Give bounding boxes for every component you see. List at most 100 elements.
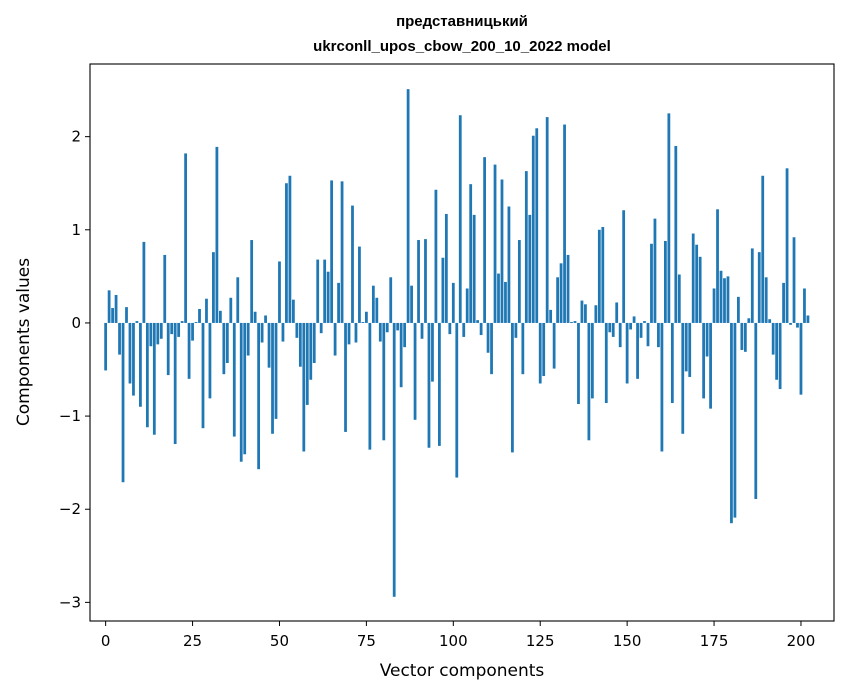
bar <box>653 218 657 323</box>
bar <box>594 305 598 323</box>
bar <box>716 209 719 323</box>
bar <box>417 240 420 323</box>
bar <box>191 322 194 341</box>
bar <box>180 321 184 323</box>
bar <box>469 184 473 323</box>
bar <box>281 322 285 342</box>
bar <box>451 282 455 323</box>
bar <box>267 322 271 368</box>
bar <box>128 322 132 384</box>
bar <box>215 146 219 323</box>
bar <box>740 322 744 350</box>
bar <box>660 322 664 452</box>
bar <box>538 322 542 384</box>
bar <box>201 322 205 429</box>
bar <box>785 168 789 323</box>
bar <box>302 322 306 452</box>
y-axis-ticks: −3 −2 −1 0 1 2 <box>59 128 90 611</box>
bar <box>135 321 139 323</box>
bar <box>455 322 459 478</box>
bar <box>702 322 706 399</box>
bar <box>601 227 605 323</box>
bar <box>764 277 768 323</box>
bar <box>639 322 643 338</box>
bar <box>406 89 410 323</box>
bar <box>629 322 633 330</box>
bar <box>465 288 469 323</box>
bar <box>559 263 563 323</box>
bar <box>312 322 316 363</box>
bar <box>149 322 153 347</box>
bar <box>368 322 372 450</box>
bar <box>309 322 313 380</box>
chart-title-line-1: представницький <box>396 13 528 30</box>
bar <box>208 322 212 399</box>
bar <box>337 282 340 323</box>
bar <box>132 322 135 396</box>
bar <box>351 205 354 323</box>
bar <box>142 241 146 323</box>
bar <box>198 308 201 323</box>
bar <box>264 315 267 323</box>
bar <box>517 240 521 323</box>
bar <box>438 322 441 446</box>
bar <box>615 302 619 323</box>
bar <box>413 322 417 420</box>
bar <box>365 311 368 323</box>
bar <box>434 189 438 323</box>
bar <box>326 271 330 323</box>
bar <box>705 322 709 357</box>
bar <box>205 298 208 323</box>
bar <box>737 296 740 323</box>
bar <box>298 322 302 367</box>
bar <box>608 322 612 333</box>
bar <box>385 322 389 333</box>
bar <box>253 311 257 323</box>
bar <box>709 322 712 409</box>
bar <box>667 113 671 323</box>
bar <box>799 322 803 395</box>
bar <box>243 322 247 455</box>
bar <box>163 254 167 323</box>
bar <box>771 322 775 355</box>
bar <box>239 322 243 462</box>
bar <box>573 321 577 323</box>
bar <box>187 322 191 379</box>
bar <box>396 322 400 331</box>
bar <box>472 214 476 323</box>
bar <box>775 322 779 380</box>
bar <box>399 322 403 388</box>
y-tick-label: −3 <box>59 593 81 611</box>
bar <box>646 322 650 347</box>
bar <box>504 281 507 323</box>
bar <box>698 256 702 323</box>
bar <box>549 309 553 323</box>
bar <box>643 321 646 323</box>
x-tick-label: 100 <box>439 632 468 650</box>
plot-frame <box>89 63 835 622</box>
bar <box>441 257 445 323</box>
bar <box>590 322 594 399</box>
bar <box>291 299 295 323</box>
bar <box>121 322 125 483</box>
x-axis-ticks: 0 25 50 75 100 125 150 175 200 <box>101 621 815 650</box>
bar <box>125 307 128 323</box>
bar <box>316 259 320 323</box>
bar <box>114 295 118 323</box>
bar <box>212 252 215 323</box>
bar <box>566 254 570 323</box>
bar <box>657 322 660 348</box>
bar <box>389 277 393 323</box>
bar <box>104 322 108 371</box>
bar <box>236 277 240 323</box>
bar <box>587 322 591 441</box>
bar <box>260 322 264 343</box>
bar <box>145 322 149 428</box>
bar <box>597 229 601 323</box>
bar <box>528 214 532 323</box>
y-tick-label: 1 <box>71 221 81 239</box>
bar <box>222 322 226 375</box>
y-tick-label: 0 <box>71 314 81 332</box>
bar <box>500 179 504 323</box>
